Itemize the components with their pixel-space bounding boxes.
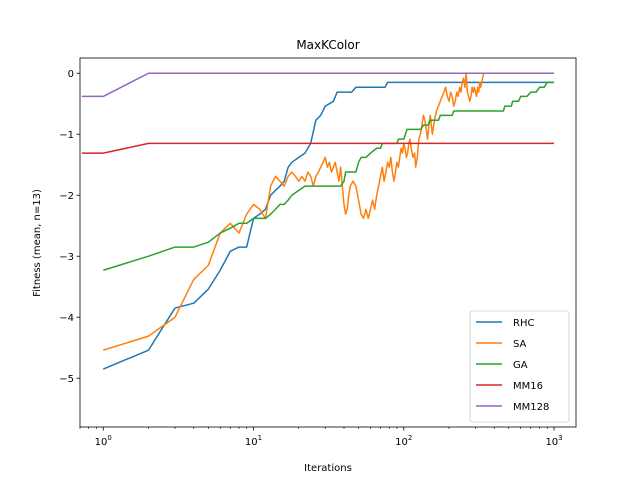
y-tick-label: −5: [59, 374, 74, 385]
y-tick-label: −4: [59, 313, 74, 324]
legend-label-ga: GA: [513, 360, 528, 371]
legend-box: [469, 310, 570, 423]
x-axis-label: Iterations: [304, 463, 352, 474]
x-tick-label: 103: [545, 434, 562, 448]
plot-frame: [79, 57, 577, 428]
legend-label-sa: SA: [513, 339, 527, 350]
y-tick-label: −2: [59, 191, 74, 202]
legend: RHC SA GA MM16 MM128: [469, 310, 570, 423]
x-tick-label: 101: [245, 434, 262, 448]
plot-area: [79, 57, 577, 428]
series-line-ga: [103, 81, 555, 271]
y-tick-label: 0: [68, 69, 74, 80]
legend-label-mm16: MM16: [513, 381, 543, 392]
y-tick-label: −3: [59, 252, 74, 263]
legend-label-mm128: MM128: [513, 402, 549, 413]
y-axis: 0 −1 −2 −3 −4 −5: [59, 69, 80, 385]
series-line-sa: [103, 72, 485, 351]
x-tick-label: 102: [395, 434, 412, 448]
series-line-mm16: [81, 142, 555, 154]
legend-label-rhc: RHC: [513, 318, 534, 329]
x-tick-label: 100: [95, 434, 112, 448]
series-line-mm128: [81, 72, 555, 98]
series-lines: [81, 72, 555, 370]
chart-title: MaxKColor: [296, 38, 359, 52]
x-axis: 100 101 102 103: [79, 427, 563, 448]
y-axis-label: Fitness (mean, n=13): [32, 189, 43, 297]
series-line-rhc: [102, 81, 555, 370]
y-tick-label: −1: [59, 130, 74, 141]
